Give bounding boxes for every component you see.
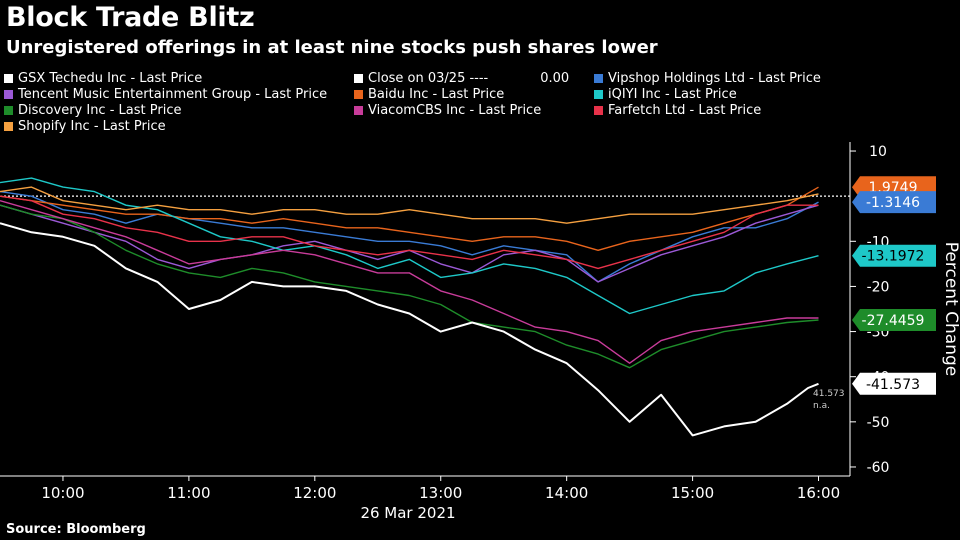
y-tick-label: -20 [867, 279, 890, 295]
series-line [0, 186, 819, 251]
legend-item: Shopify Inc - Last Price [4, 119, 166, 134]
series-line [0, 204, 819, 369]
end-value-label: -13.1972 [852, 244, 936, 267]
legend-item: Vipshop Holdings Ltd - Last Price [594, 71, 821, 86]
legend-swatch [354, 106, 363, 115]
legend-item: GSX Techedu Inc - Last Price [4, 71, 202, 86]
annotation-text: 41.573 [813, 389, 845, 399]
y-axis-label: Percent Change [941, 242, 960, 376]
y-tick-label: -60 [867, 460, 890, 476]
end-value-tag [852, 309, 936, 332]
x-tick-label: 11:00 [167, 484, 210, 502]
source-note: Source: Bloomberg [6, 522, 146, 537]
series-line [0, 186, 819, 224]
end-value-tag [852, 191, 936, 214]
series-line [0, 222, 819, 437]
legend-swatch [4, 122, 13, 131]
chart-title: Block Trade Blitz [6, 2, 255, 33]
legend-label: Tencent Music Entertainment Group - Last… [18, 87, 328, 102]
end-value-text: -41.573 [866, 377, 920, 393]
legend-swatch [594, 74, 603, 83]
legend-swatch [4, 106, 13, 115]
legend-label: ViacomCBS Inc - Last Price [368, 103, 542, 118]
legend-label: Farfetch Ltd - Last Price [608, 103, 762, 118]
legend-item: Baidu Inc - Last Price [354, 87, 504, 102]
legend-label: Shopify Inc - Last Price [18, 119, 166, 134]
legend-label: Baidu Inc - Last Price [368, 87, 505, 102]
legend-value: 0.00 [540, 71, 570, 86]
end-value-text: -1.3146 [866, 195, 920, 211]
series-line [0, 190, 819, 283]
end-value-label: -41.573 [852, 372, 936, 395]
end-value-label: -27.4459 [852, 309, 936, 332]
chart-subtitle: Unregistered offerings in at least nine … [6, 37, 658, 58]
x-tick-label: 14:00 [545, 484, 588, 502]
legend-label: Discovery Inc - Last Price [18, 103, 182, 118]
series-line [0, 177, 819, 315]
end-value-text: -13.1972 [862, 249, 925, 265]
legend-item: Close on 03/25 ---- 0.00 [354, 71, 569, 86]
x-tick-label: 15:00 [671, 484, 714, 502]
y-tick-label: -50 [867, 415, 890, 431]
legend-label: GSX Techedu Inc - Last Price [18, 71, 203, 86]
legend-swatch [4, 90, 13, 99]
x-tick-label: 13:00 [419, 484, 462, 502]
end-value-text: -27.4459 [862, 313, 925, 329]
legend-label: Vipshop Holdings Ltd - Last Price [608, 71, 821, 86]
end-value-tag [852, 372, 936, 395]
x-axis-label: 26 Mar 2021 [360, 504, 455, 522]
legend-label: Close on 03/25 ---- [368, 71, 489, 86]
legend-swatch [594, 90, 603, 99]
annotation-text: n.a. [813, 401, 830, 411]
legend-item: ViacomCBS Inc - Last Price [354, 103, 541, 118]
end-value-label: -1.3146 [852, 191, 936, 214]
y-tick-label: 10 [869, 144, 887, 160]
series-line [0, 200, 819, 364]
legend: GSX Techedu Inc - Last Price Close on 03/… [4, 71, 844, 137]
legend-item: Farfetch Ltd - Last Price [594, 103, 761, 118]
legend-label: iQIYI Inc - Last Price [608, 87, 737, 102]
x-tick-label: 16:00 [797, 484, 840, 502]
legend-item: iQIYI Inc - Last Price [594, 87, 737, 102]
series-line [0, 195, 819, 270]
x-tick-label: 10:00 [41, 484, 84, 502]
legend-swatch [354, 74, 363, 83]
end-value-tag [852, 244, 936, 267]
series-line [0, 204, 819, 283]
legend-swatch [594, 106, 603, 115]
legend-item: Discovery Inc - Last Price [4, 103, 181, 118]
legend-item: Tencent Music Entertainment Group - Last… [4, 87, 327, 102]
legend-swatch [354, 90, 363, 99]
legend-swatch [4, 74, 13, 83]
x-tick-label: 12:00 [293, 484, 336, 502]
